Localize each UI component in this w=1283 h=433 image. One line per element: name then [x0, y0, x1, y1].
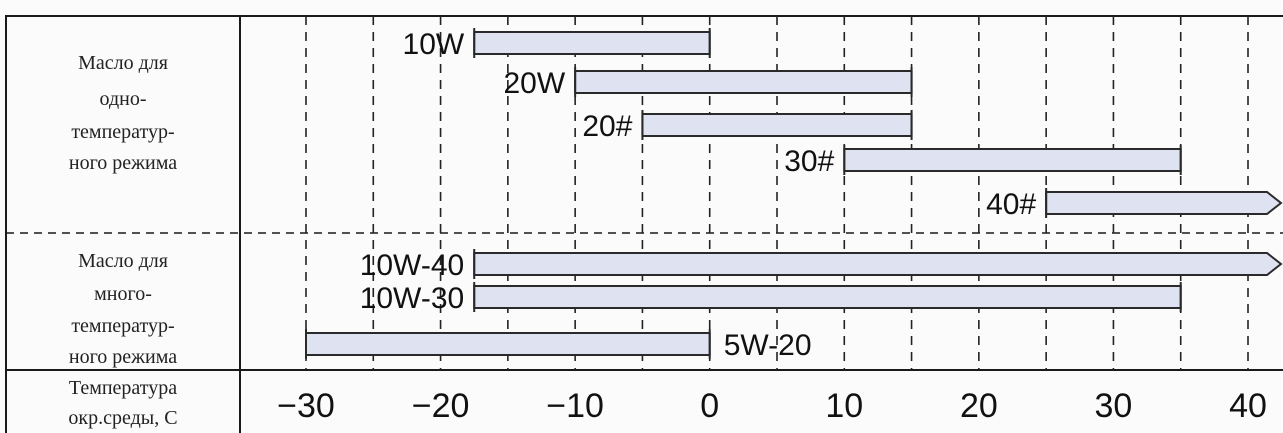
- bar-label: 20W: [503, 67, 565, 100]
- xlabel-line-1: Температура: [69, 377, 177, 399]
- x-tick-label: −30: [277, 387, 335, 425]
- x-tick-label: 10: [825, 387, 863, 425]
- bar-label: 30#: [784, 145, 834, 178]
- x-tick-label: 30: [1095, 387, 1133, 425]
- bar-10w: 10W: [403, 28, 711, 61]
- bar-label: 10W-30: [360, 282, 465, 315]
- bar-10w-40: 10W-40: [360, 249, 1283, 282]
- x-tick-label: −10: [546, 387, 604, 425]
- group-label-single-line-3: температур-: [71, 121, 174, 143]
- bar-10w-30: 10W-30: [360, 282, 1182, 315]
- bar-20w: 20W: [503, 67, 913, 100]
- x-tick-label: 40: [1229, 387, 1267, 425]
- bar-label: 20#: [582, 110, 632, 143]
- group-label-multi-line-2: много-: [94, 283, 152, 305]
- group-label-multi-line-3: температур-: [71, 315, 174, 337]
- group-label-multi-line-1: Масло для: [78, 250, 168, 272]
- xlabel-line-2: окр.среды, С: [68, 407, 177, 429]
- table-frame: [5, 15, 1283, 433]
- bar-label: 40#: [986, 188, 1036, 221]
- bar-30-: 30#: [784, 145, 1182, 178]
- group-label-single-line-4: ного режима: [69, 152, 177, 174]
- x-tick-label: 0: [700, 387, 719, 425]
- group-label-single-line-2: одно-: [100, 88, 147, 110]
- group-label-single-line-1: Масло для: [78, 52, 168, 74]
- x-tick-label: 20: [960, 387, 998, 425]
- x-tick-label: −20: [412, 387, 470, 425]
- bar-5w-20: 5W-20: [305, 329, 812, 362]
- bar-20-: 20#: [582, 110, 913, 143]
- bar-label: 10W-40: [360, 249, 465, 282]
- bar-label: 5W-20: [724, 329, 812, 362]
- bar-label: 10W: [403, 28, 465, 61]
- x-tick-labels: −30 −20 −10 0 10 20 30 40: [277, 387, 1267, 425]
- group-label-multi-line-4: ного режима: [69, 346, 177, 368]
- group-labels: Масло для одно- температур- ного режима …: [68, 52, 177, 429]
- bar-40-: 40#: [986, 188, 1283, 221]
